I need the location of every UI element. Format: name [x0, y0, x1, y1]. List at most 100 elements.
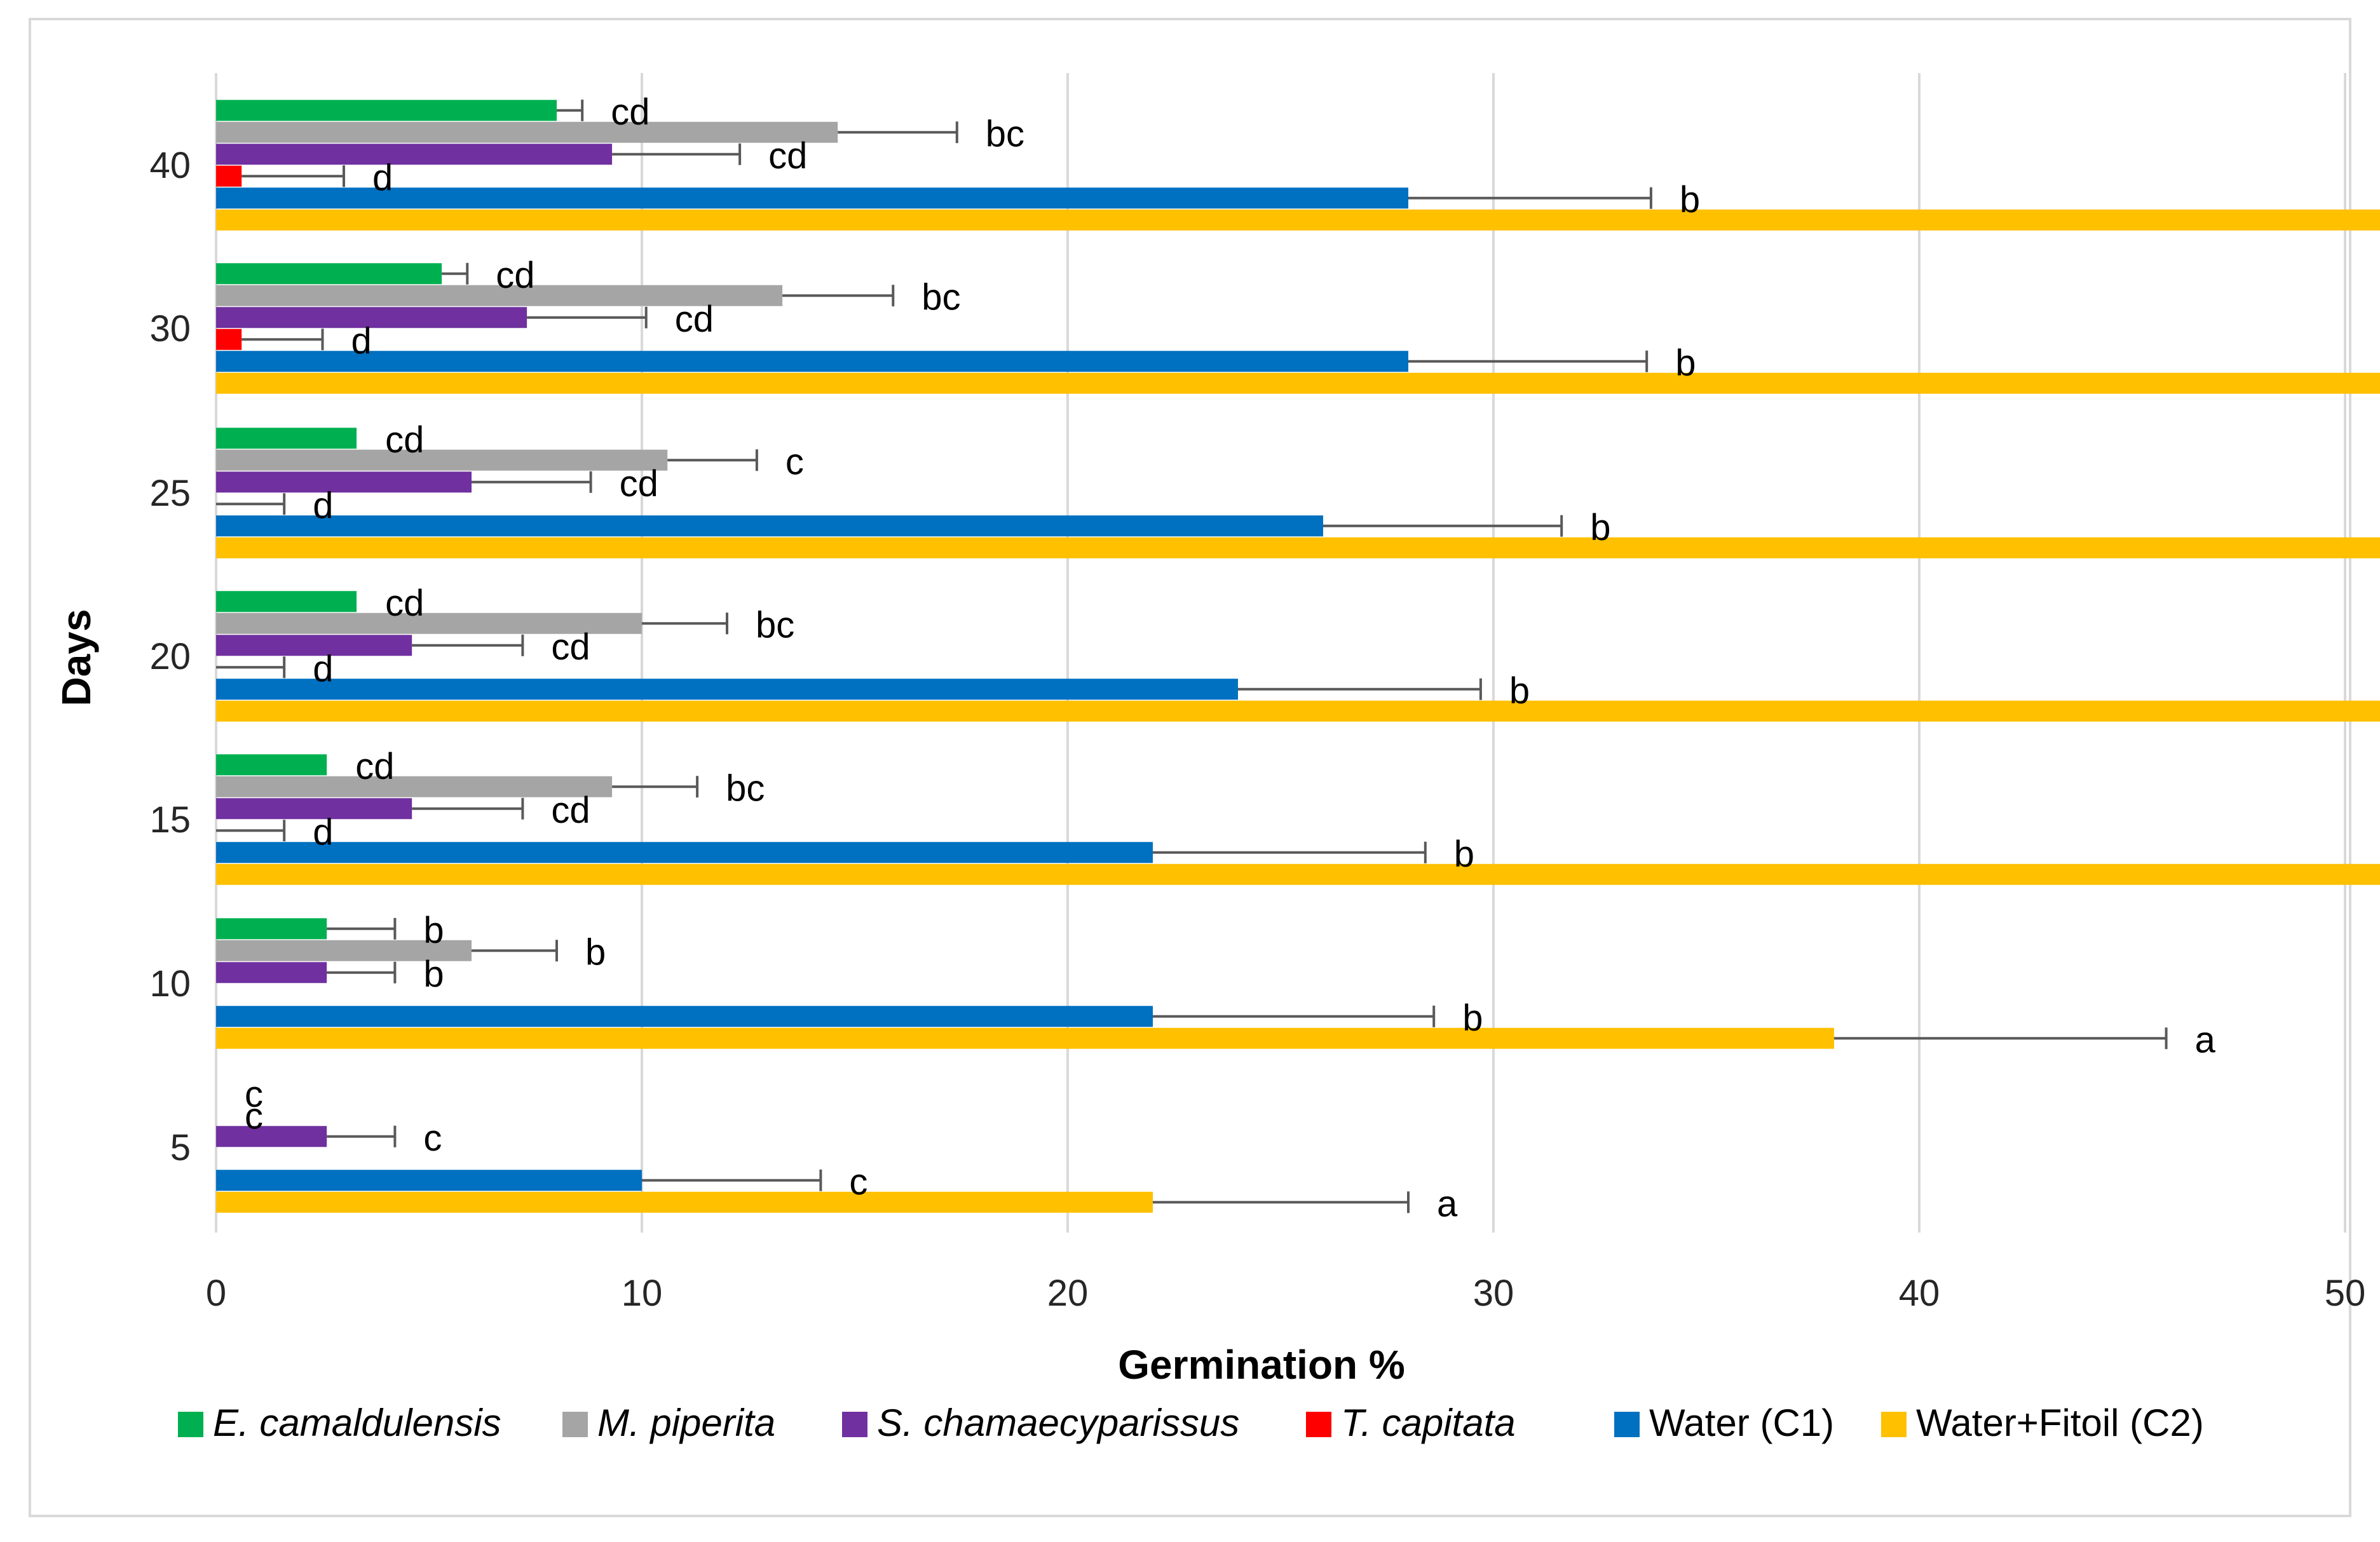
y-tick-labels: 5 10 15 20 25 30 40: [149, 145, 191, 1168]
bar-10-4: [216, 1006, 1153, 1027]
legend-swatch-3: [1306, 1412, 1331, 1437]
legend-label-4: Water (C1): [1649, 1402, 1834, 1444]
bar-20-5: [216, 700, 2380, 722]
bar-10-0: [216, 918, 327, 940]
bar-10-2: [216, 962, 327, 984]
legend-swatch-5: [1881, 1412, 1907, 1437]
letter-20-4: b: [1509, 670, 1530, 712]
letter-5-4: c: [849, 1161, 867, 1203]
x-tick-labels: 010203040506070: [206, 1273, 2366, 1314]
letter-10-1: b: [585, 931, 606, 973]
bar-20-0: [216, 591, 357, 612]
bar-10-1: [216, 940, 472, 961]
bar-30-1: [216, 285, 783, 306]
y-tick-5: 5: [170, 1127, 191, 1168]
y-tick-20: 20: [149, 636, 191, 677]
letter-40-1: bc: [986, 113, 1024, 154]
letter-10-2: b: [423, 954, 444, 995]
bar-40-3: [216, 165, 242, 187]
letter-20-2: cd: [551, 626, 590, 668]
bar-15-4: [216, 842, 1153, 863]
letter-40-3: d: [372, 157, 393, 198]
legend-swatch-4: [1614, 1412, 1640, 1437]
error-bars: [216, 99, 2168, 1214]
bar-30-5: [216, 372, 2380, 394]
bar-15-1: [216, 776, 613, 797]
legend: E. camaldulensis M. piperita S. chamaecypa…: [178, 1402, 2204, 1444]
letter-25-1: c: [785, 441, 804, 482]
letter-10-0: b: [423, 910, 444, 951]
letter-30-4: b: [1675, 342, 1696, 384]
bar-40-5: [216, 209, 2380, 231]
legend-label-5: Water+Fitoil (C2): [1916, 1402, 2204, 1444]
letter-30-2: cd: [675, 299, 714, 340]
bars: [216, 100, 2380, 1213]
letter-15-0: cd: [355, 746, 394, 787]
y-tick-40: 40: [149, 145, 191, 186]
letter-5-1: c: [245, 1095, 263, 1137]
legend-swatch-2: [842, 1412, 867, 1437]
x-tick-30: 30: [1473, 1273, 1514, 1314]
bar-10-5: [216, 1027, 1834, 1049]
letter-10-4: b: [1462, 998, 1483, 1039]
bar-20-1: [216, 612, 642, 634]
y-tick-15: 15: [149, 799, 191, 841]
letter-20-0: cd: [385, 583, 424, 624]
legend-label-1: M. piperita: [597, 1402, 775, 1444]
legend-label-3: T. capitata: [1341, 1402, 1516, 1444]
letter-40-4: b: [1680, 179, 1700, 220]
letter-25-4: b: [1590, 507, 1610, 548]
letter-30-3: d: [351, 320, 372, 362]
legend-label-0: E. camaldulensis: [213, 1402, 501, 1444]
x-tick-20: 20: [1047, 1273, 1089, 1314]
bar-40-4: [216, 187, 1408, 209]
bar-40-1: [216, 121, 838, 143]
bar-25-4: [216, 515, 1323, 537]
bar-15-2: [216, 798, 412, 820]
letter-5-2: c: [423, 1118, 442, 1159]
letter-25-2: cd: [620, 463, 658, 504]
bar-30-4: [216, 351, 1408, 372]
letter-40-0: cd: [611, 91, 649, 133]
letter-20-1: bc: [756, 604, 794, 646]
bar-30-3: [216, 328, 242, 350]
bar-25-5: [216, 537, 2380, 558]
y-axis-title: Days: [53, 609, 99, 707]
bar-25-0: [216, 428, 357, 449]
x-tick-40: 40: [1899, 1273, 1940, 1314]
bar-30-0: [216, 263, 442, 285]
bar-5-5: [216, 1191, 1153, 1213]
bar-40-0: [216, 100, 557, 121]
letter-15-3: d: [313, 811, 333, 853]
letter-25-3: d: [313, 485, 333, 526]
bar-25-2: [216, 471, 472, 493]
letter-15-2: cd: [551, 790, 590, 831]
letter-30-0: cd: [496, 255, 534, 296]
bar-5-4: [216, 1170, 642, 1191]
bar-25-1: [216, 449, 668, 471]
y-tick-30: 30: [149, 308, 191, 349]
bar-5-2: [216, 1126, 327, 1147]
bar-20-2: [216, 635, 412, 656]
x-tick-50: 50: [2325, 1273, 2366, 1314]
legend-label-2: S. chamaecyparissus: [877, 1402, 1239, 1444]
significance-letters: ccccabbbbacdbccddbacdbccddbacdccddbacdbc…: [245, 91, 2216, 1225]
gridlines: [215, 73, 2346, 1233]
x-axis-title: Germination %: [1118, 1342, 1405, 1388]
letter-15-1: bc: [726, 768, 765, 809]
letter-40-2: cd: [768, 135, 807, 177]
legend-swatch-0: [178, 1412, 203, 1437]
bar-15-5: [216, 863, 2380, 885]
letter-5-0: c: [245, 1074, 263, 1115]
legend-swatch-1: [562, 1412, 588, 1437]
bar-30-2: [216, 307, 527, 328]
y-tick-10: 10: [149, 963, 191, 1004]
bar-15-0: [216, 754, 327, 776]
bar-40-2: [216, 144, 613, 165]
letter-20-3: d: [313, 648, 333, 689]
letter-25-0: cd: [385, 419, 424, 461]
letter-30-1: bc: [921, 276, 960, 318]
letter-10-5: a: [2195, 1019, 2216, 1060]
letter-15-4: b: [1454, 834, 1474, 875]
